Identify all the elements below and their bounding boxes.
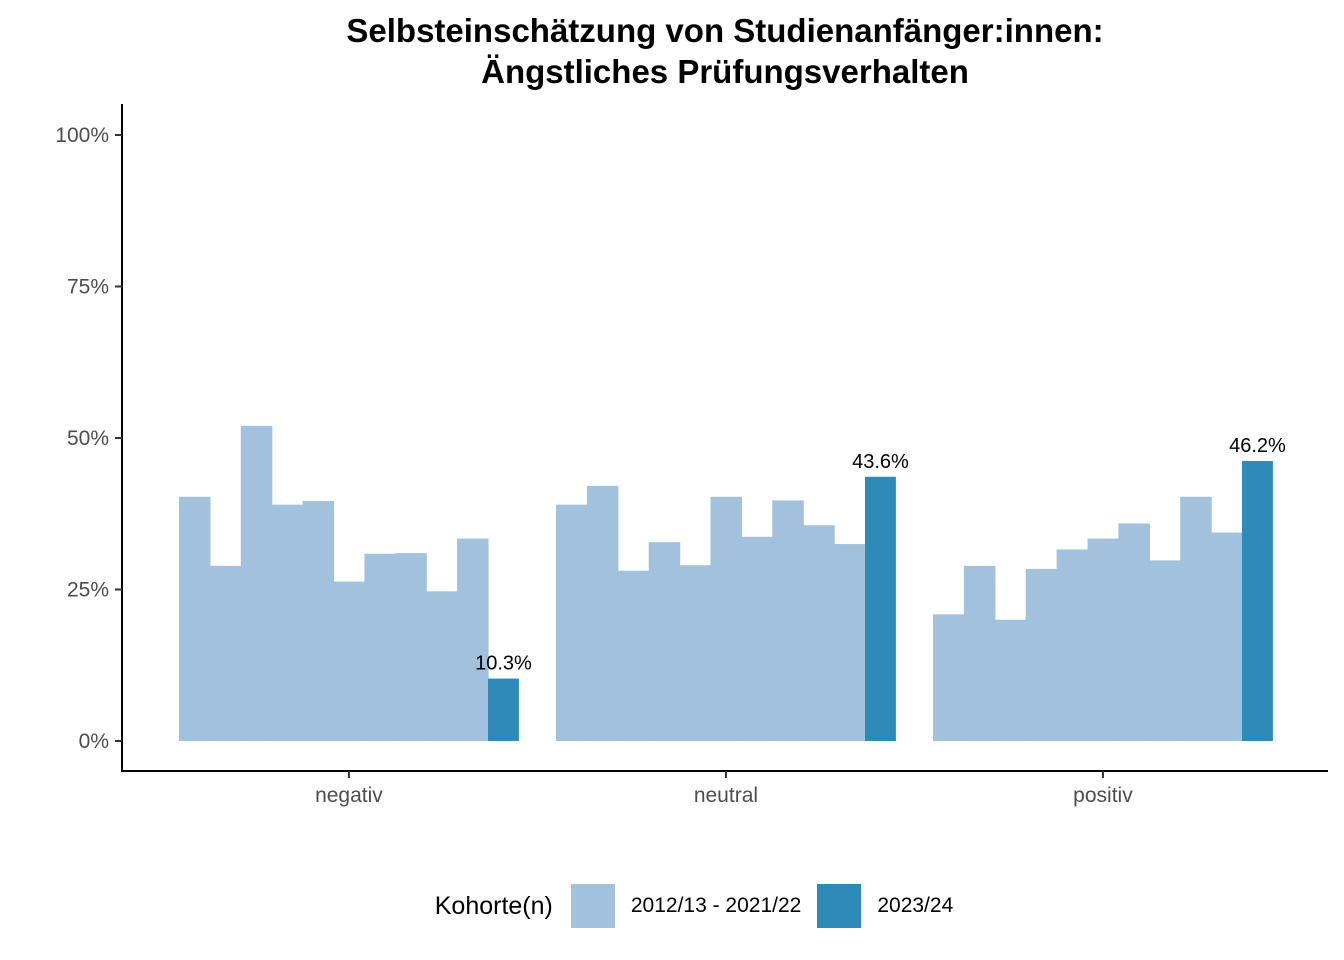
- bar-positiv-historic-8: [1149, 560, 1181, 741]
- bar-neutral-historic-1: [556, 504, 588, 741]
- bar-neutral-historic-10: [834, 544, 866, 741]
- x-tick-label-positiv: positiv: [1073, 784, 1133, 807]
- y-tick-label: 50%: [67, 427, 109, 450]
- x-tick-label-negativ: negativ: [315, 784, 383, 807]
- bar-negativ-current: [488, 678, 519, 741]
- bar-neutral-historic-4: [648, 542, 681, 741]
- legend-label-historic: 2012/13 - 2021/22: [630, 894, 802, 917]
- legend-swatch-historic: [570, 884, 615, 928]
- bar-negativ-historic-2: [209, 565, 242, 741]
- bar-neutral-historic-7: [741, 536, 773, 741]
- bar-neutral-historic-9: [803, 525, 835, 741]
- y-tick-label: 100%: [55, 124, 109, 147]
- bar-positiv-historic-5: [1056, 549, 1089, 741]
- bar-positiv-historic-2: [963, 565, 996, 741]
- bar-neutral-historic-3: [617, 570, 650, 741]
- bar-negativ-historic-1: [179, 496, 211, 741]
- bar-neutral-historic-5: [679, 565, 712, 741]
- x-tick-label-neutral: neutral: [694, 784, 758, 807]
- bar-positiv-historic-7: [1118, 523, 1150, 741]
- legend-swatch-current: [817, 884, 862, 928]
- bar-negativ-historic-5: [302, 501, 335, 741]
- bar-negativ-historic-8: [395, 553, 427, 741]
- bar-positiv-historic-6: [1087, 538, 1119, 741]
- bar-positiv-historic-4: [1025, 568, 1058, 741]
- bar-negativ-historic-9: [426, 591, 458, 741]
- data-label-positiv: 46.2%: [1229, 435, 1286, 457]
- y-tick-label: 25%: [67, 579, 109, 602]
- bar-negativ-historic-4: [271, 504, 304, 741]
- data-label-neutral: 43.6%: [852, 451, 909, 473]
- y-tick-label: 0%: [79, 730, 109, 753]
- bar-negativ-historic-6: [333, 581, 365, 741]
- bar-neutral-historic-8: [772, 500, 804, 741]
- bar-neutral-current: [865, 476, 896, 741]
- chart-title-line-2: Ängstliches Prüfungsverhalten: [481, 53, 969, 90]
- legend-label-current: 2023/24: [877, 894, 954, 917]
- data-label-negativ: 10.3%: [475, 653, 532, 675]
- bar-positiv-current: [1242, 461, 1273, 741]
- bar-positiv-historic-3: [994, 619, 1027, 741]
- bar-neutral-historic-2: [586, 485, 619, 741]
- bar-positiv-historic-9: [1180, 496, 1212, 741]
- bar-negativ-historic-7: [364, 553, 396, 741]
- legend-title: Kohorte(n): [434, 891, 553, 920]
- chart-title-line-1: Selbsteinschätzung von Studienanfänger:i…: [346, 12, 1104, 49]
- bar-positiv-historic-1: [933, 614, 965, 741]
- bar-negativ-historic-3: [240, 425, 273, 741]
- bar-positiv-historic-10: [1211, 532, 1243, 741]
- legend: Kohorte(n) 2012/13 - 2021/22 2023/24: [0, 884, 1344, 928]
- bar-neutral-historic-6: [710, 496, 742, 741]
- y-tick-label: 75%: [67, 276, 109, 299]
- bar-negativ-historic-10: [457, 538, 489, 741]
